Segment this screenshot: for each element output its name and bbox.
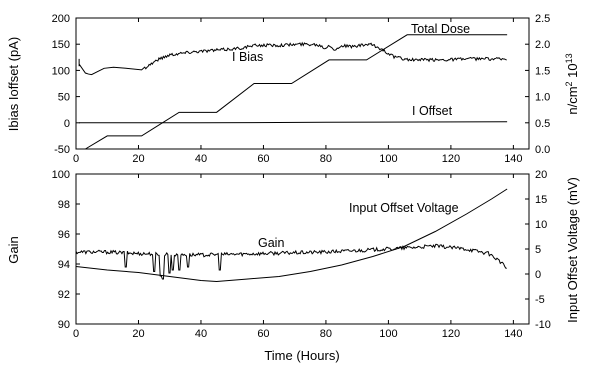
annotation-total-dose: Total Dose <box>411 22 470 36</box>
top-axis-ticks: 0 20 40 60 80 100 120 140-500501001502000.00.51… <box>52 13 551 165</box>
bottom-left-tick-label: 100 <box>52 169 70 181</box>
annotation-i-offset: I Offset <box>412 104 453 118</box>
top-right-tick-label: 2.5 <box>535 13 550 25</box>
top-left-axis-title: Ibias Ioffset (pA) <box>6 37 21 131</box>
top-right-tick-label: 0.0 <box>535 144 550 156</box>
bottom-right-tick-label: 5 <box>535 244 541 256</box>
top-right-tick-label: 2.0 <box>535 39 550 51</box>
top-x-tick-label: 120 <box>442 153 460 165</box>
top-right-axis-title: n/cm2 1013 <box>564 53 580 114</box>
top-series-2 <box>79 121 508 124</box>
top-left-tick-label: 150 <box>52 39 70 51</box>
bottom-plot-frame <box>75 173 530 325</box>
top-panel: 0 20 40 60 80 100 120 140-500501001502000.00.51… <box>6 13 580 165</box>
annotation-input-offset-voltage: Input Offset Voltage <box>349 201 459 215</box>
top-left-tick-label: -50 <box>54 144 70 156</box>
top-left-tick-label: 200 <box>52 13 70 25</box>
bottom-left-tick-label: 90 <box>58 319 70 331</box>
top-x-tick-label: 0 <box>73 153 79 165</box>
bottom-x-tick-label: 20 <box>132 328 144 340</box>
bottom-left-tick-label: 96 <box>58 229 70 241</box>
top-right-tick-label: 1.0 <box>535 92 550 104</box>
bottom-x-tick-label: 40 <box>195 328 207 340</box>
x-axis-title: Time (Hours) <box>264 348 339 363</box>
top-x-tick-label: 80 <box>320 153 332 165</box>
top-x-tick-label: 60 <box>257 153 269 165</box>
top-x-tick-label: 140 <box>504 153 522 165</box>
bottom-right-tick-label: 20 <box>535 169 547 181</box>
bottom-panel: 0 20 40 60 80 100 120 140 90 92 94 96 98 100 -10 -5 0 5 10… <box>6 169 580 363</box>
bottom-left-tick-label: 92 <box>58 289 70 301</box>
bottom-right-tick-label: 15 <box>535 194 547 206</box>
top-plot-frame <box>75 17 530 150</box>
bottom-series-lines <box>75 188 508 283</box>
top-right-tick-label: 0.5 <box>535 118 550 130</box>
top-x-tick-label: 40 <box>195 153 207 165</box>
top-right-tick-label: 1.5 <box>535 65 550 77</box>
bottom-x-tick-label: 120 <box>442 328 460 340</box>
top-series-0 <box>85 34 508 150</box>
bottom-right-tick-label: -10 <box>535 319 551 331</box>
annotation-gain: Gain <box>258 236 284 250</box>
top-left-tick-label: 100 <box>52 65 70 77</box>
top-series-1 <box>78 41 507 76</box>
top-series-lines <box>78 34 508 150</box>
bottom-left-tick-label: 98 <box>58 199 70 211</box>
bottom-x-tick-label: 100 <box>379 328 397 340</box>
bottom-right-tick-label: 10 <box>535 219 547 231</box>
top-x-tick-label: 100 <box>379 153 397 165</box>
bottom-right-axis-title: Input Offset Voltage (mV) <box>565 177 580 323</box>
bottom-axis-ticks: 0 20 40 60 80 100 120 140 90 92 94 96 98 100 -10 -5 0 5 10… <box>52 169 551 340</box>
bottom-left-tick-label: 94 <box>58 259 70 271</box>
bottom-series-1 <box>75 188 508 283</box>
bottom-x-tick-label: 80 <box>320 328 332 340</box>
bottom-x-tick-label: 0 <box>73 328 79 340</box>
top-left-tick-label: 0 <box>64 118 70 130</box>
bottom-x-tick-label: 60 <box>257 328 269 340</box>
bottom-x-tick-label: 140 <box>504 328 522 340</box>
bottom-right-tick-label: 0 <box>535 269 541 281</box>
bottom-left-axis-title: Gain <box>6 236 21 263</box>
top-x-tick-label: 20 <box>132 153 144 165</box>
bottom-series-0 <box>75 243 507 280</box>
annotation-i-bias: I Bias <box>232 50 263 64</box>
bottom-right-tick-label: -5 <box>535 294 545 306</box>
top-left-tick-label: 50 <box>58 92 70 104</box>
